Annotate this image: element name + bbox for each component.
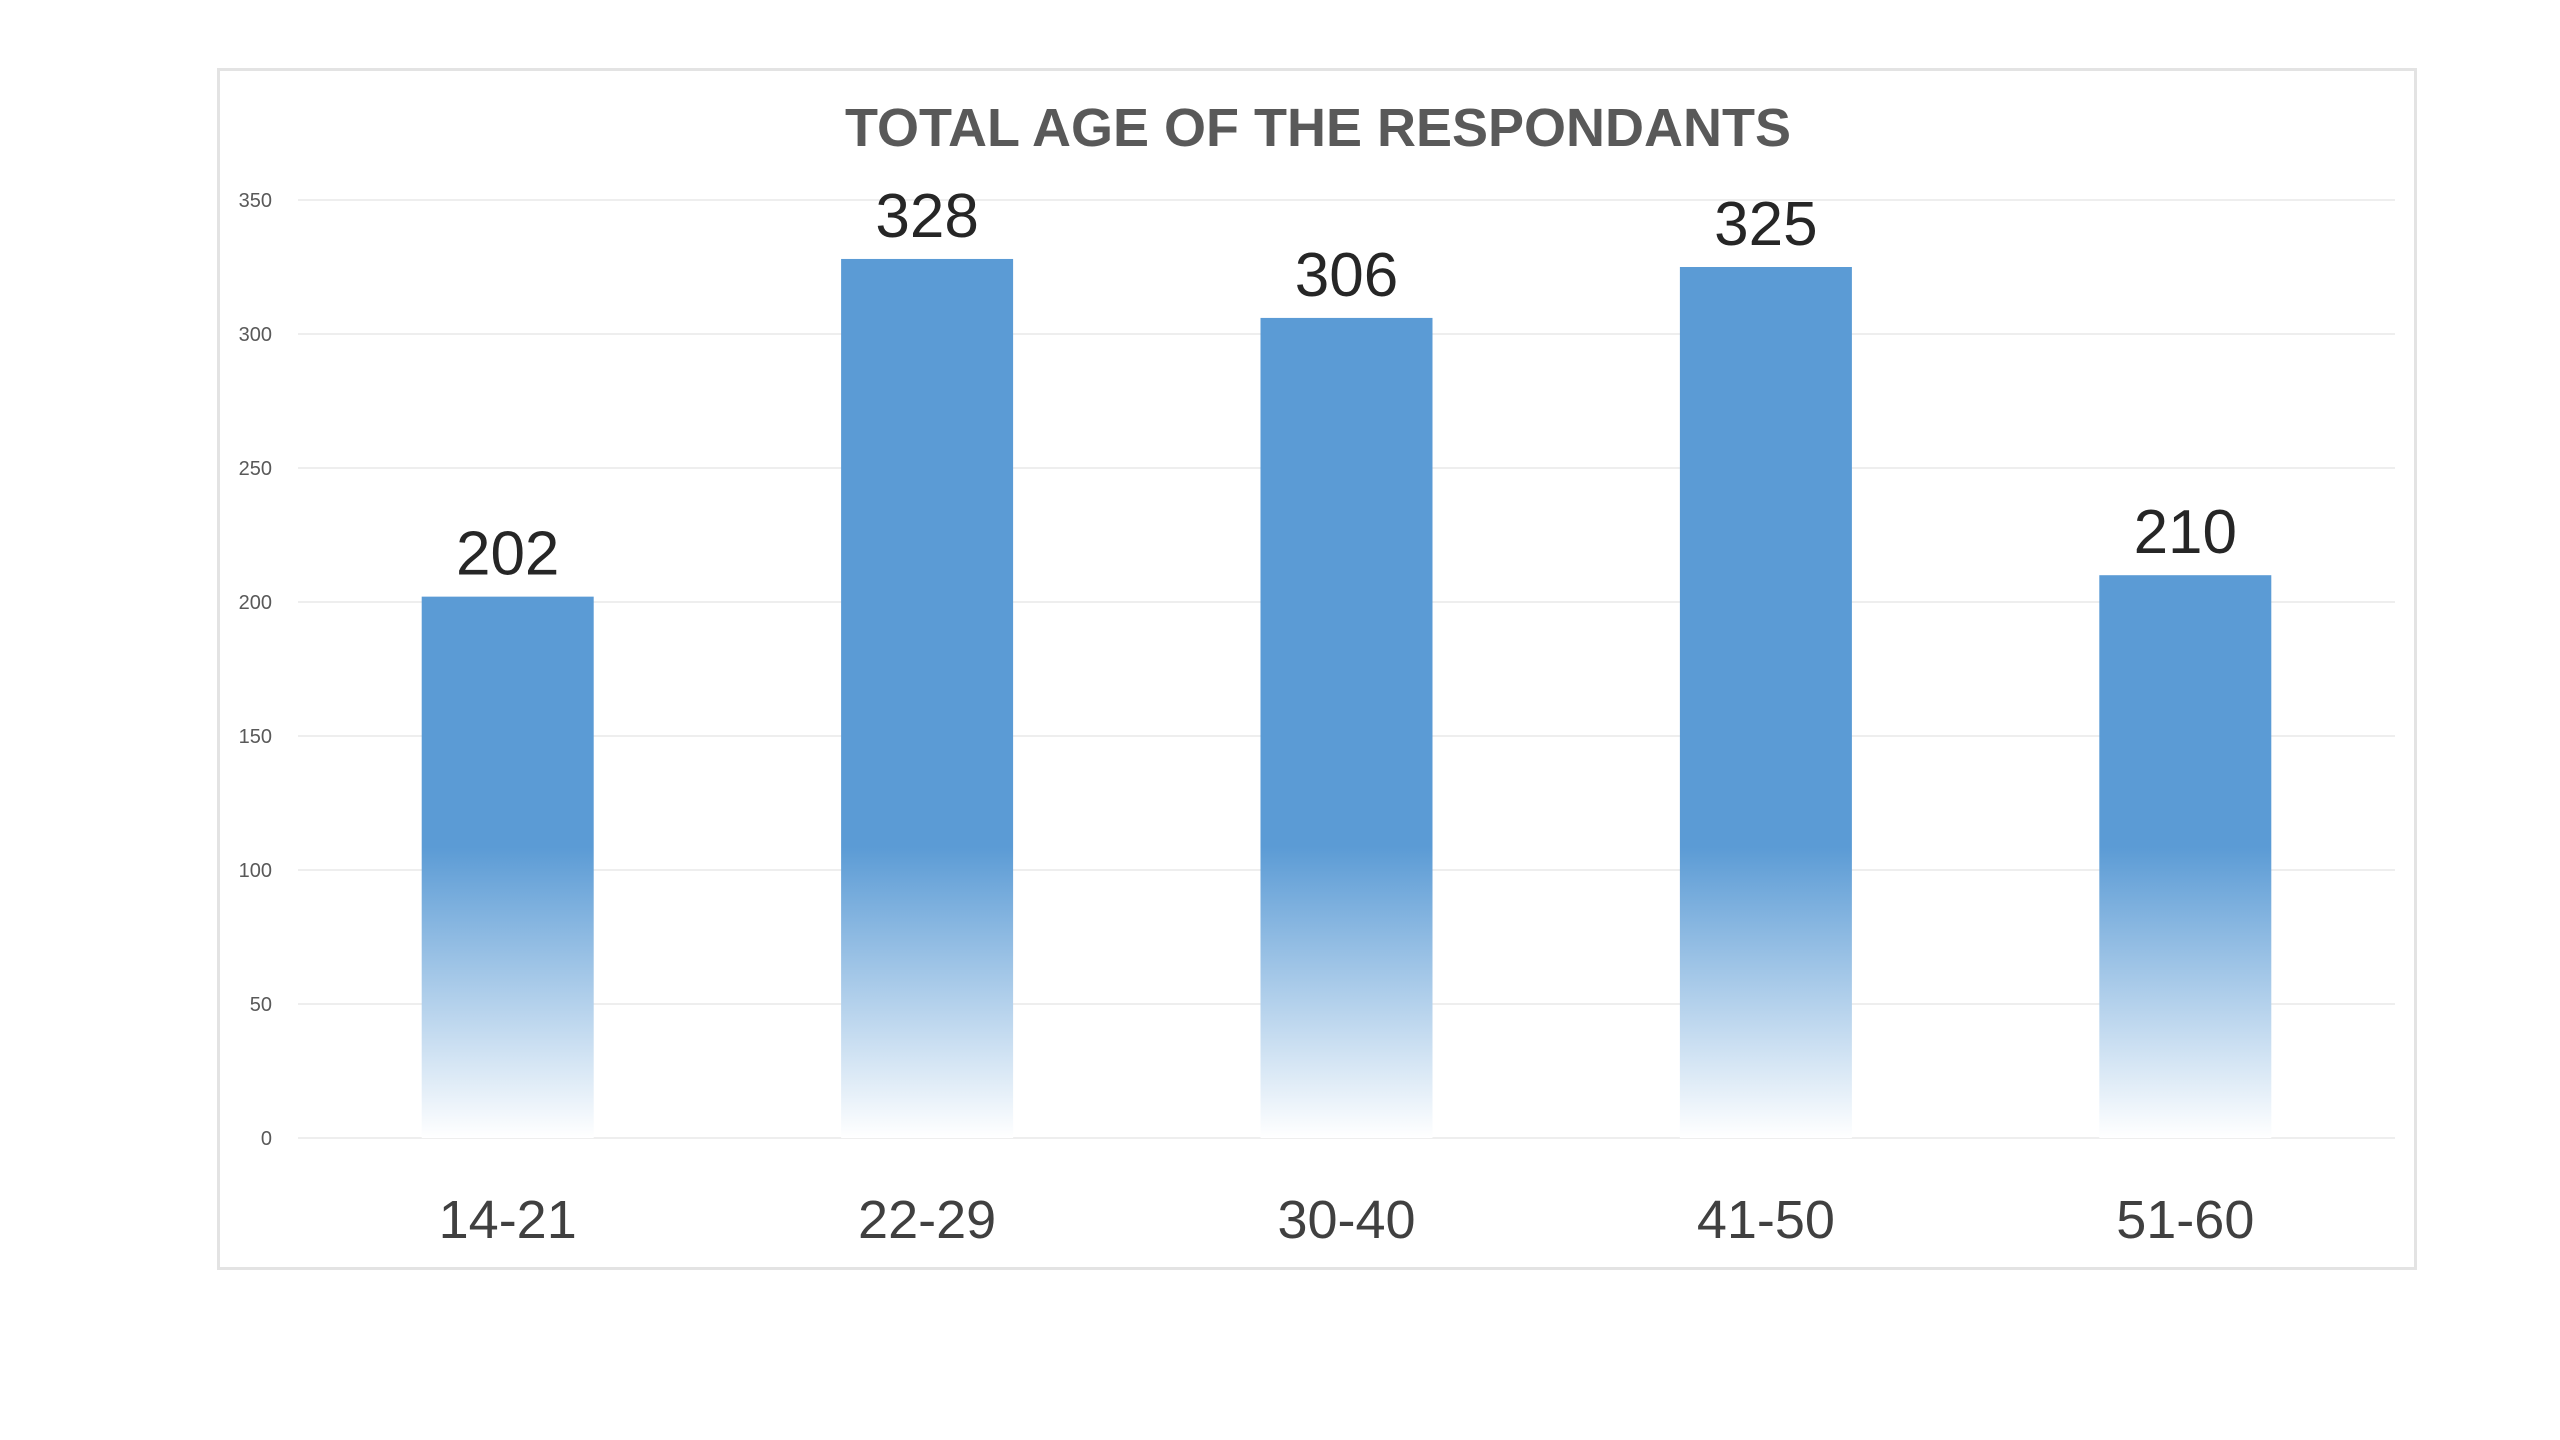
data-label: 210 xyxy=(2134,498,2237,567)
bar-30-40 xyxy=(1260,317,1433,1138)
data-label: 202 xyxy=(456,520,559,589)
bar-51-60 xyxy=(2099,575,2272,1138)
bars xyxy=(421,258,2272,1139)
bar-41-50 xyxy=(1679,267,1852,1138)
y-axis: 0 50 100 150 200 250 300 350 xyxy=(239,190,272,1150)
data-label: 325 xyxy=(1714,190,1817,259)
x-axis: 14-21 22-29 30-40 41-50 51-60 xyxy=(439,1190,2255,1250)
data-label: 306 xyxy=(1295,241,1398,310)
x-tick-label: 14-21 xyxy=(439,1190,577,1250)
chart-title: TOTAL AGE OF THE RESPONDANTS xyxy=(845,98,1791,158)
y-tick-label: 350 xyxy=(239,190,272,212)
y-tick-label: 50 xyxy=(250,994,272,1016)
data-labels: 202 328 306 325 210 xyxy=(456,182,2237,589)
x-tick-label: 51-60 xyxy=(2116,1190,2254,1250)
y-tick-label: 300 xyxy=(239,324,272,346)
x-tick-label: 30-40 xyxy=(1277,1190,1415,1250)
y-tick-label: 100 xyxy=(239,860,272,882)
bar-14-21 xyxy=(421,596,594,1138)
data-label: 328 xyxy=(875,182,978,251)
y-tick-label: 0 xyxy=(261,1128,272,1150)
x-tick-label: 41-50 xyxy=(1697,1190,1835,1250)
y-tick-label: 250 xyxy=(239,458,272,480)
y-tick-label: 200 xyxy=(239,592,272,614)
y-tick-label: 150 xyxy=(239,726,272,748)
bar-22-29 xyxy=(841,258,1014,1139)
x-tick-label: 22-29 xyxy=(858,1190,996,1250)
